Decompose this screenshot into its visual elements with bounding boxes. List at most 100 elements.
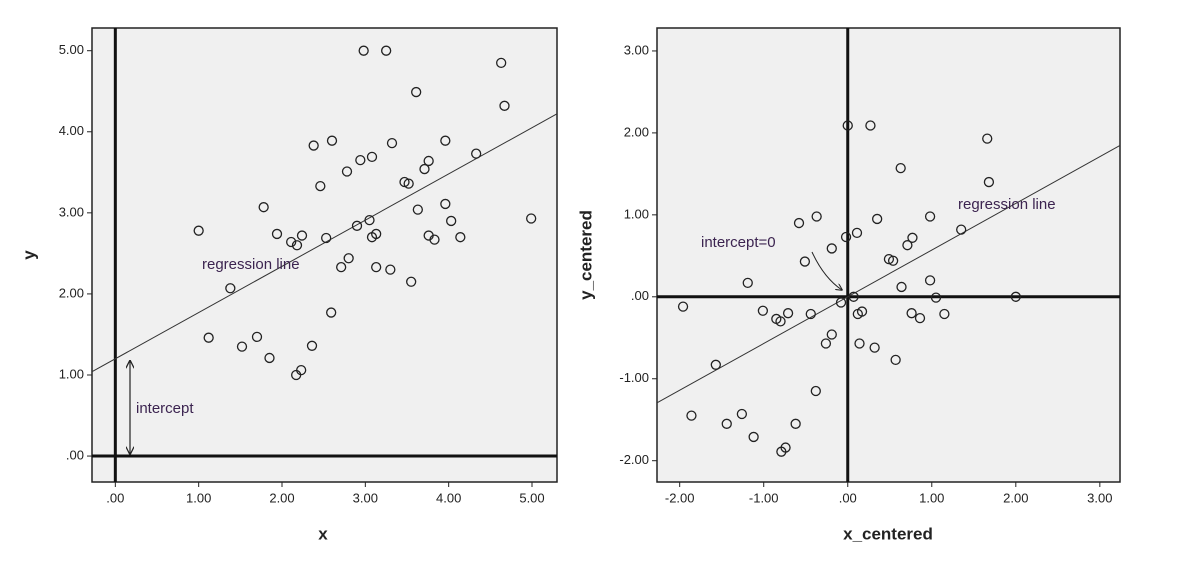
data-point: [982, 133, 993, 144]
x-tick-label: 3.00: [353, 490, 378, 505]
data-point: [906, 308, 917, 319]
annotation-arrow: [811, 251, 842, 290]
data-point: [296, 364, 307, 376]
y-tick-label: .00: [631, 288, 649, 303]
y-tick-label: 2.00: [59, 285, 84, 300]
data-point: [782, 308, 794, 319]
data-point: [840, 231, 852, 243]
plot-area: [91, 27, 558, 483]
y-axis-title: y_centered: [576, 210, 595, 300]
x-tick-label: 4.00: [436, 490, 461, 505]
data-point: [721, 418, 732, 429]
data-point: [306, 340, 318, 351]
data-point: [308, 140, 319, 151]
data-point: [336, 262, 347, 273]
data-point: [412, 204, 423, 215]
data-point: [341, 166, 353, 177]
data-point: [775, 316, 786, 327]
y-axis-title: y: [19, 250, 38, 260]
data-point: [757, 305, 769, 316]
data-point: [820, 338, 832, 349]
data-point: [471, 148, 482, 159]
y-tick-label: 1.00: [624, 206, 649, 221]
data-point: [526, 213, 537, 224]
data-point: [321, 232, 332, 244]
data-point: [371, 262, 382, 273]
data-point: [455, 232, 466, 243]
annotation: intercept: [136, 400, 194, 417]
data-point: [896, 281, 907, 293]
data-point: [790, 418, 801, 429]
x-axis-title: x: [318, 524, 328, 543]
x-tick-label: 3.00: [1087, 490, 1112, 505]
data-point: [364, 214, 375, 226]
data-point: [264, 352, 275, 364]
annotation: regression line: [202, 256, 300, 273]
data-point: [326, 135, 338, 146]
data-point: [914, 312, 926, 324]
data-point: [865, 120, 876, 131]
data-point: [748, 431, 759, 443]
data-point: [854, 338, 865, 349]
y-tick-label: -2.00: [619, 452, 649, 467]
data-point: [895, 162, 906, 174]
data-point: [366, 151, 378, 163]
data-point: [386, 137, 398, 149]
data-point: [371, 228, 382, 240]
y-tick-label: 2.00: [624, 124, 649, 139]
x-tick-label: 2.00: [269, 490, 294, 505]
data-point: [799, 256, 811, 267]
data-point: [381, 45, 392, 56]
data-point: [902, 240, 913, 251]
data-point: [403, 178, 414, 189]
data-point: [924, 275, 936, 286]
y-tick-label: 3.00: [59, 204, 84, 219]
annotation: regression line: [958, 196, 1056, 213]
x-tick-label: 5.00: [519, 490, 544, 505]
x-tick-label: -2.00: [665, 490, 695, 505]
data-point: [423, 155, 434, 167]
y-tick-label: 1.00: [59, 366, 84, 381]
data-point: [193, 225, 204, 236]
data-point: [742, 277, 753, 289]
y-tick-label: -1.00: [619, 370, 649, 385]
data-point: [805, 308, 816, 320]
data-point: [686, 410, 697, 421]
data-point: [924, 211, 936, 222]
y-tick-label: 3.00: [624, 42, 649, 57]
y-tick-label: 5.00: [59, 42, 84, 57]
y-tick-label: 4.00: [59, 123, 84, 138]
data-point: [983, 176, 995, 188]
data-point: [842, 120, 853, 131]
data-point: [440, 198, 451, 210]
data-point: [907, 232, 918, 243]
data-point: [296, 230, 308, 241]
regression-line: [656, 145, 1121, 404]
data-point: [355, 154, 366, 166]
data-point: [848, 291, 859, 302]
data-point: [326, 307, 337, 318]
data-point: [406, 276, 417, 287]
data-point: [890, 354, 901, 366]
data-point: [810, 385, 821, 397]
data-point: [251, 331, 263, 343]
data-point: [826, 243, 837, 254]
data-point: [1010, 291, 1021, 302]
data-point: [930, 292, 942, 303]
data-point: [225, 283, 236, 294]
data-point: [710, 359, 721, 370]
data-point: [956, 224, 967, 235]
annotation: intercept=0: [701, 234, 776, 251]
data-point: [856, 306, 868, 317]
data-point: [236, 341, 248, 352]
data-point: [271, 228, 283, 240]
data-point: [793, 217, 805, 229]
data-point: [358, 45, 369, 56]
data-point: [203, 332, 214, 343]
data-point: [411, 86, 422, 98]
x-tick-label: 2.00: [1003, 490, 1028, 505]
data-point: [440, 135, 451, 146]
data-point: [315, 180, 326, 192]
data-point: [851, 227, 863, 239]
